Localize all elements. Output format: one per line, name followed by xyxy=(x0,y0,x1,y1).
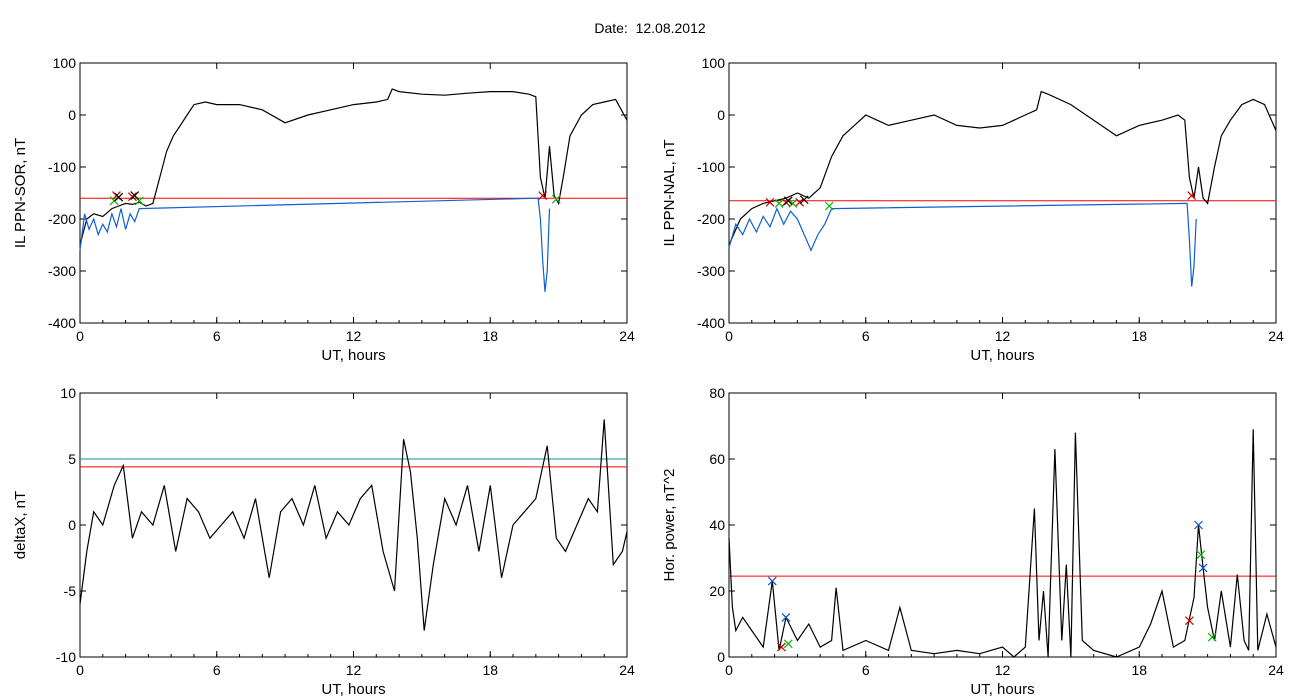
x-axis-label: UT, hours xyxy=(970,347,1034,364)
data-marker xyxy=(1194,520,1203,530)
y-tick-label: -300 xyxy=(48,263,76,279)
x-tick-label: 6 xyxy=(862,662,870,678)
y-tick-label: 80 xyxy=(709,385,725,401)
data-marker xyxy=(1198,563,1208,573)
x-tick-label: 24 xyxy=(619,328,635,344)
data-marker xyxy=(109,196,119,206)
y-tick-label: 100 xyxy=(53,55,77,71)
series-line xyxy=(728,202,1197,287)
series-line xyxy=(728,90,1277,246)
data-marker xyxy=(1196,550,1206,560)
x-tick-label: 18 xyxy=(482,662,498,678)
x-tick-label: 18 xyxy=(482,328,498,344)
y-tick-label: -5 xyxy=(64,583,77,599)
y-tick-label: 40 xyxy=(709,517,725,533)
y-tick-label: -100 xyxy=(697,159,725,175)
x-tick-label: 12 xyxy=(346,662,362,678)
data-marker xyxy=(788,198,798,208)
x-tick-label: 12 xyxy=(346,328,362,344)
y-axis-label: deltaX, nT xyxy=(12,491,29,559)
y-tick-label: -200 xyxy=(48,211,76,227)
data-marker xyxy=(781,612,791,622)
x-tick-label: 18 xyxy=(1131,328,1147,344)
x-tick-label: 12 xyxy=(995,662,1011,678)
y-tick-label: 5 xyxy=(68,451,76,467)
series-line xyxy=(79,197,551,292)
chart-panel-deltax: 0 6 12 18 24 -10 -5 0 5 10 UT, hours deltaX, nT xyxy=(12,385,635,698)
y-axis-label: IL PPN-NAL, nT xyxy=(661,140,678,247)
y-tick-label: -200 xyxy=(697,211,725,227)
x-tick-label: 18 xyxy=(1131,662,1147,678)
y-tick-label: -400 xyxy=(48,315,76,331)
x-axis-label: UT, hours xyxy=(970,681,1034,698)
x-axis-label: UT, hours xyxy=(321,347,385,364)
x-axis-label: UT, hours xyxy=(321,681,385,698)
y-tick-label: -400 xyxy=(697,315,725,331)
plot-frame xyxy=(79,392,628,658)
data-marker xyxy=(1187,191,1197,201)
x-tick-label: 0 xyxy=(725,662,733,678)
figure-title: Date: 12.08.2012 xyxy=(594,20,706,36)
y-tick-label: -10 xyxy=(56,649,76,665)
x-tick-label: 24 xyxy=(619,662,635,678)
data-marker xyxy=(824,201,834,211)
y-tick-label: -300 xyxy=(697,263,725,279)
x-tick-label: 0 xyxy=(725,328,733,344)
data-marker xyxy=(765,197,775,207)
x-tick-label: 24 xyxy=(1268,662,1284,678)
y-tick-label: 20 xyxy=(709,583,725,599)
chart-panel-nal: 0 6 12 18 24 -400 -300 -200 -100 0 100 UT, hours IL … xyxy=(661,55,1284,364)
data-marker xyxy=(767,576,777,586)
y-tick-label: 0 xyxy=(717,649,725,665)
series-line xyxy=(79,419,628,631)
y-axis-label: IL PPN-SOR, nT xyxy=(12,138,29,248)
data-marker xyxy=(130,191,140,201)
data-marker xyxy=(1207,632,1217,642)
data-marker xyxy=(114,192,124,202)
plot-frame xyxy=(728,392,1277,658)
y-tick-label: -100 xyxy=(48,159,76,175)
data-marker xyxy=(776,642,786,652)
x-tick-label: 6 xyxy=(862,328,870,344)
y-tick-label: 10 xyxy=(60,385,76,401)
x-tick-label: 6 xyxy=(213,662,221,678)
y-tick-label: 60 xyxy=(709,451,725,467)
chart-panel-power: 0 6 12 18 24 0 20 40 60 80 UT, hours Hor. power, nT… xyxy=(661,385,1284,698)
data-marker xyxy=(774,198,784,208)
y-tick-label: 0 xyxy=(68,517,76,533)
x-tick-label: 6 xyxy=(213,328,221,344)
data-marker xyxy=(538,191,548,201)
x-tick-label: 0 xyxy=(76,662,84,678)
data-marker xyxy=(783,196,793,206)
x-tick-label: 0 xyxy=(76,328,84,344)
y-tick-label: 0 xyxy=(717,107,725,123)
y-tick-label: 100 xyxy=(702,55,726,71)
data-marker xyxy=(127,192,137,202)
y-tick-label: 0 xyxy=(68,107,76,123)
chart-panel-sor: 0 6 12 18 24 -400 -300 -200 -100 0 100 UT, hours IL … xyxy=(12,55,635,364)
y-axis-label: Hor. power, nT^2 xyxy=(661,469,678,582)
data-marker xyxy=(799,195,809,205)
data-marker xyxy=(783,639,793,649)
series-line xyxy=(79,88,628,246)
data-marker xyxy=(1184,616,1194,626)
data-marker xyxy=(551,194,561,204)
series-line xyxy=(728,429,1277,658)
x-tick-label: 24 xyxy=(1268,328,1284,344)
x-tick-label: 12 xyxy=(995,328,1011,344)
